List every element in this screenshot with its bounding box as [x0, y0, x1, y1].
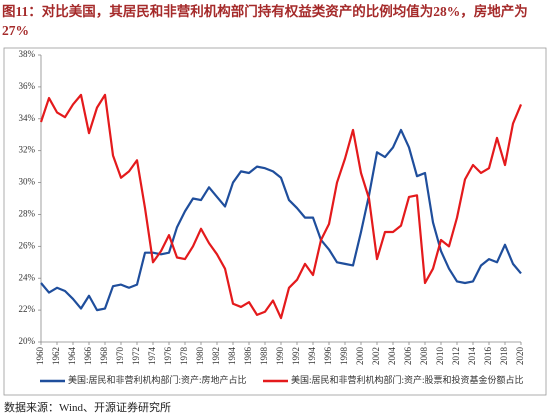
x-tick-label: 1968 [99, 347, 109, 366]
x-tick-label: 2000 [355, 347, 365, 366]
x-tick-label: 2010 [435, 347, 445, 366]
x-tick-label: 1988 [259, 347, 269, 366]
x-tick-label: 2014 [467, 347, 477, 366]
x-tick-label: 1990 [275, 347, 285, 366]
y-tick-label: 20% [19, 336, 36, 346]
frame [3, 47, 547, 396]
x-tick-label: 2006 [403, 347, 413, 366]
x-tick-label: 2008 [419, 347, 429, 366]
y-tick-label: 28% [19, 209, 36, 219]
x-tick-label: 1986 [243, 347, 253, 366]
x-tick-label: 1984 [227, 347, 237, 366]
x-tick-label: 1974 [147, 347, 157, 366]
y-tick-label: 32% [19, 145, 36, 155]
x-tick-label: 1980 [195, 347, 205, 366]
x-tick-label: 1964 [67, 347, 77, 366]
series-line [40, 128, 522, 312]
x-tick-label: 2016 [483, 347, 493, 366]
y-tick-label: 34% [19, 113, 36, 123]
y-tick-label: 38% [19, 49, 36, 59]
series-line [39, 93, 523, 320]
x-tick-label: 2020 [515, 347, 525, 366]
y-tick-label: 36% [19, 81, 36, 91]
x-tick-label: 1976 [163, 347, 173, 366]
x-tick-label: 1982 [211, 347, 221, 365]
x-tick-label: 1998 [339, 347, 349, 366]
x-tick-label: 2018 [499, 347, 509, 366]
y-tick-label: 30% [19, 177, 36, 187]
x-tick-label: 1994 [307, 347, 317, 366]
x-tick-label: 2004 [387, 347, 397, 366]
x-tick-label: 1996 [323, 347, 333, 366]
x-tick-label: 1966 [83, 347, 93, 366]
legend-label: 美国:居民和非营利机构部门:资产:房地产占比 [68, 374, 247, 385]
x-tick-label: 1992 [291, 347, 301, 365]
x-tick-label: 1962 [51, 347, 61, 365]
legend-label: 美国:居民和非营利机构部门:资产:股票和投资基金份额占比 [291, 374, 524, 385]
x-tick-label: 1970 [115, 347, 125, 366]
y-tick-label: 26% [19, 240, 36, 250]
y-tick-label: 24% [19, 272, 36, 282]
source: 数据来源：Wind、开源证券研究所 [4, 402, 171, 414]
x-tick-label: 2002 [371, 347, 381, 365]
x-tick-label: 1978 [179, 347, 189, 366]
x-tick-label: 2012 [451, 347, 461, 365]
chart: 20% 22% 24% 26% 28% 30% 32% 34% 36% 38% 1960 1962 19… [3, 47, 547, 396]
chart-title: 图11：对比美国，其居民和非营利机构部门持有权益类资产的比例均值为28%，房地产… [2, 4, 528, 38]
x-tick-label: 1960 [35, 347, 45, 366]
x-tick-label: 1972 [131, 347, 141, 365]
y-tick-label: 22% [19, 304, 36, 314]
